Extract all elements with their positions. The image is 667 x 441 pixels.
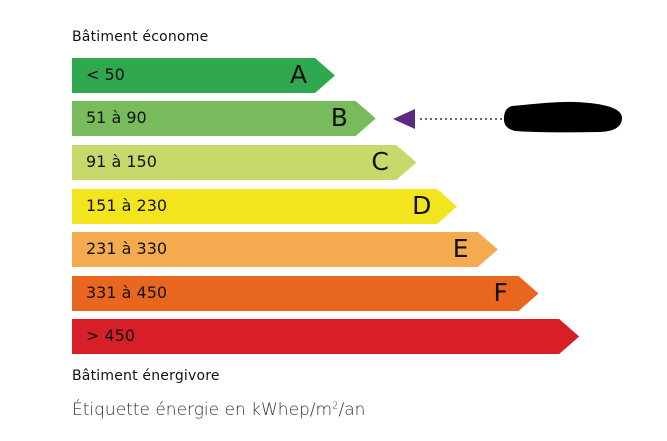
class-letter: D (412, 191, 432, 220)
class-letter: F (493, 278, 508, 307)
class-arrow (72, 232, 498, 267)
class-letter: B (330, 103, 348, 132)
class-arrow (72, 319, 580, 354)
footer-suffix: /an (338, 400, 366, 420)
energy-class-f: 331 à 450 F (72, 276, 539, 311)
class-range: < 50 (86, 65, 125, 84)
class-arrow (72, 58, 335, 93)
class-range: 51 à 90 (86, 108, 147, 127)
energy-class-a: < 50 A (72, 58, 335, 93)
energy-class-b: 51 à 90 B (72, 101, 376, 136)
class-range: 231 à 330 (86, 239, 168, 258)
energy-class-c: 91 à 150 C (72, 145, 417, 180)
pointer-arrow-icon (393, 109, 415, 129)
class-letter: A (290, 60, 308, 89)
energy-class-g: > 450 (72, 319, 580, 354)
redacted-value (503, 101, 622, 133)
class-range: 91 à 150 (86, 152, 157, 171)
energy-class-e: 231 à 330 E (72, 232, 498, 267)
footer-prefix: Étiquette énergie en kWhep/m (72, 400, 333, 420)
class-letter: C (371, 147, 389, 176)
energy-class-d: 151 à 230 D (72, 189, 458, 224)
class-arrow (72, 276, 539, 311)
class-letter: E (452, 234, 469, 263)
class-range: > 450 (86, 326, 136, 345)
top-label: Bâtiment économe (72, 29, 209, 45)
class-range: 331 à 450 (86, 283, 168, 302)
bottom-label: Bâtiment énergivore (72, 368, 220, 384)
class-arrow (72, 145, 417, 180)
class-arrow (72, 101, 376, 136)
class-range: 151 à 230 (86, 196, 168, 215)
footer-sup: 2 (332, 400, 339, 412)
footer-caption: Étiquette énergie en kWhep/m2/an (72, 400, 365, 420)
class-arrow (72, 189, 458, 224)
